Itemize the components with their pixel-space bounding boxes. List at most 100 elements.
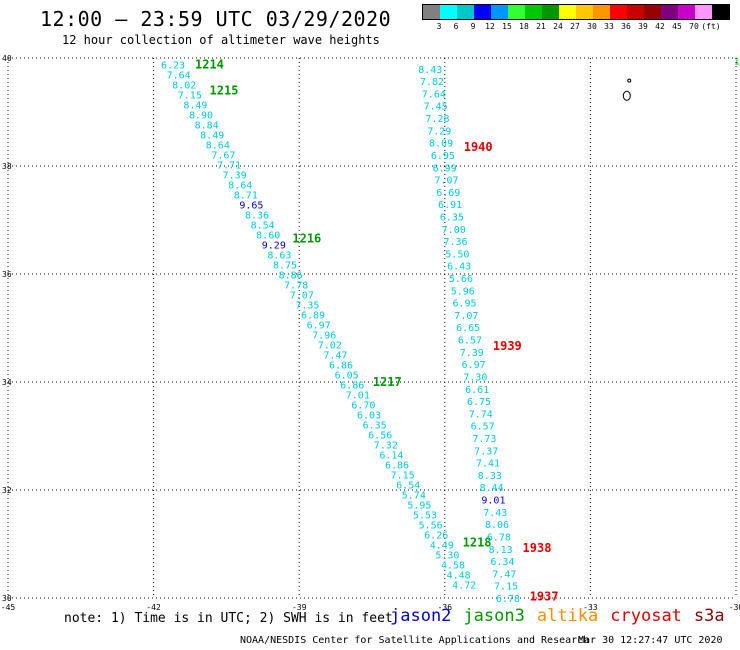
legend-swatch — [474, 5, 491, 19]
legend-swatch — [610, 5, 627, 19]
swh-value: 6.86 — [385, 460, 409, 471]
legend-label: 3 — [436, 22, 442, 31]
swh-value: 4.58 — [441, 560, 465, 571]
swh-value: 7.29 — [427, 126, 451, 137]
timestamp-text: Mar 30 12:27:47 UTC 2020 — [578, 635, 723, 646]
swh-value: 7.67 — [211, 150, 235, 161]
color-scale-swatches — [422, 4, 730, 20]
swh-value: 7.71 — [217, 160, 241, 171]
chart-note: note: 1) Time is in UTC; 2) SWH is in fe… — [64, 611, 393, 626]
swh-value: 6.61 — [465, 385, 489, 396]
swh-value: 7.47 — [323, 350, 347, 361]
swh-value: 8.09 — [429, 139, 453, 150]
swh-value: 8.06 — [485, 520, 509, 531]
satellite-name: cryosat — [610, 606, 682, 626]
swh-value: 6.75 — [467, 397, 491, 408]
swh-value: 8.71 — [234, 190, 258, 201]
swh-value: 8.60 — [256, 230, 280, 241]
swh-value: 6.35 — [363, 420, 387, 431]
swh-value: 7.07 — [454, 311, 478, 322]
y-tick-label: 30 — [2, 594, 12, 603]
swh-value: 7.39 — [223, 170, 247, 181]
y-tick-label: 36 — [2, 270, 12, 279]
satellite-name: jason2 — [390, 606, 452, 626]
legend-swatch — [423, 5, 440, 19]
island-mark — [622, 90, 631, 101]
legend-swatch — [661, 5, 678, 19]
legend-label: 24 — [553, 22, 563, 31]
swh-value: 6.97 — [462, 360, 486, 371]
swh-value: 7.28 — [425, 114, 449, 125]
y-tick-label: 32 — [2, 486, 12, 495]
satellite-name: altika — [536, 606, 599, 626]
chart-title: 12:00 – 23:59 UTC 03/29/2020 — [40, 7, 392, 31]
swh-value: 9.01 — [481, 496, 505, 507]
swh-value: 7.15 — [391, 470, 415, 481]
legend-label: 12 — [485, 22, 495, 31]
legend-label: 45 — [672, 22, 682, 31]
swh-value: 8.33 — [478, 471, 502, 482]
satellite-name: jason3 — [463, 606, 525, 626]
legend-swatch — [576, 5, 593, 19]
time-label: 1216 — [292, 231, 321, 245]
time-label: 1215 — [210, 83, 239, 97]
swh-value: 6.70 — [351, 400, 375, 411]
time-label: 1937 — [530, 589, 559, 603]
swh-value: 8.63 — [267, 250, 291, 261]
swh-value: 7.35 — [295, 300, 319, 311]
time-label: 1939 — [493, 339, 522, 353]
legend-swatch — [593, 5, 610, 19]
swh-value: 5.74 — [402, 490, 426, 501]
x-tick-label: -36 — [438, 603, 453, 612]
time-label: 1938 — [523, 541, 552, 555]
swh-value: 7.41 — [476, 459, 500, 470]
legend-label: 9 — [470, 22, 476, 31]
swh-value: 7.78 — [284, 280, 308, 291]
swh-value: 7.07 — [434, 176, 458, 187]
swh-value: 5.56 — [419, 520, 443, 531]
chart-subtitle: 12 hour collection of altimeter wave hei… — [62, 33, 380, 47]
legend-label: 36 — [621, 22, 631, 31]
swh-value: 6.99 — [433, 163, 457, 174]
legend-swatch — [695, 5, 712, 19]
y-tick-label: 40 — [2, 54, 12, 63]
legend-label: 42 — [655, 22, 665, 31]
legend-swatch — [508, 5, 525, 19]
swh-value: 8.75 — [273, 260, 297, 271]
swh-value: 7.96 — [312, 330, 336, 341]
swh-value: 6.78 — [496, 594, 520, 605]
swh-value: 7.64 — [422, 89, 446, 100]
legend-swatch — [457, 5, 474, 19]
legend-swatch — [712, 5, 729, 19]
swh-value: 8.13 — [489, 545, 513, 556]
swh-value: 6.03 — [357, 410, 381, 421]
swh-value: 6.89 — [301, 310, 325, 321]
swh-value: 5.53 — [413, 510, 437, 521]
legend-label: 6 — [453, 22, 459, 31]
swh-value: 7.32 — [374, 440, 398, 451]
legend-swatch — [559, 5, 576, 19]
swh-value: 8.64 — [228, 180, 252, 191]
x-tick-label: -30 — [729, 603, 740, 612]
swh-value: 8.64 — [206, 140, 230, 151]
swh-value: 7.01 — [346, 390, 370, 401]
swh-value: 8.43 — [418, 65, 442, 76]
swh-value: 6.95 — [431, 151, 455, 162]
legend-label: 33 — [604, 22, 614, 31]
swh-value: 6.14 — [379, 450, 403, 461]
legend-swatch — [542, 5, 559, 19]
swh-value: 8.36 — [245, 210, 269, 221]
swh-value: 7.07 — [290, 290, 314, 301]
time-label: 1218 — [463, 535, 492, 549]
legend-swatch — [525, 5, 542, 19]
swh-value: 7.45 — [424, 102, 448, 113]
swh-value: 6.05 — [335, 370, 359, 381]
credit-text: NOAA/NESDIS Center for Satellite Applica… — [240, 635, 590, 646]
swh-value: 5.96 — [451, 286, 475, 297]
swh-value: 6.57 — [458, 336, 482, 347]
corner-label: 1. — [734, 56, 740, 67]
legend-label: 27 — [570, 22, 580, 31]
swh-value: 4.72 — [452, 581, 476, 592]
swh-value: 6.57 — [471, 422, 495, 433]
